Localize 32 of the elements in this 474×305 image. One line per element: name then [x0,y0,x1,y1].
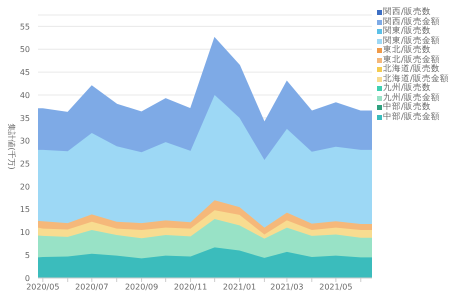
y-tick-label: 15 [20,205,30,214]
x-tick-label: 2020/09 [124,282,158,292]
legend-label: 中部/販売金額 [383,112,440,122]
x-tick-label: 2020/11 [174,282,208,292]
y-tick-label: 40 [20,90,30,100]
y-tick-label: 10 [20,228,30,238]
y-tick-label: 50 [20,45,30,54]
legend-label: 中部/販売数 [383,102,431,112]
x-tick-label: 2021/03 [270,282,304,292]
y-tick-label: 25 [20,159,30,168]
y-tick-label: 35 [20,114,30,123]
legend-label: 九州/販売金額 [383,92,440,102]
y-tick-label: 20 [20,182,30,192]
y-tick-label: 0 [24,274,30,283]
y-tick-label: 55 [20,22,30,32]
y-tick-label: 45 [20,68,30,78]
legend-label: 関西/販売金額 [383,16,440,26]
legend-label: 関東/販売数 [383,26,431,36]
legend-label: 東北/販売数 [383,45,431,55]
y-axis-title: 集計値(千万) [7,123,16,170]
legend-label: 北海道/販売金額 [383,74,449,84]
x-tick-label: 2021/05 [319,282,352,292]
legend-label: 東北/販売金額 [383,54,440,64]
y-tick-label: 5 [24,250,30,260]
legend-label: 北海道/販売数 [383,64,440,74]
x-tick-label: 2020/07 [75,282,108,292]
x-tick-label: 2020/05 [26,282,60,292]
legend-label: 関東/販売金額 [383,36,440,46]
y-tick-label: 30 [20,136,30,146]
legend-label: 九州/販売数 [383,83,431,93]
legend-label: 関西/販売数 [383,7,431,17]
x-tick-label: 2021/01 [222,282,256,292]
